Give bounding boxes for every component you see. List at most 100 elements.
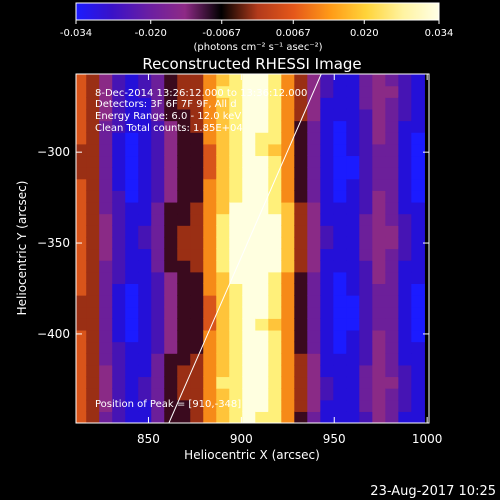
heatmap-cell [307, 318, 321, 331]
heatmap-cell [99, 120, 113, 133]
x-tick-label: 850 [137, 432, 160, 446]
heatmap-cell [151, 411, 165, 423]
heatmap-cell [307, 201, 321, 215]
heatmap-cell [151, 329, 165, 343]
heatmap-cell [151, 341, 165, 354]
heatmap-cell [138, 236, 152, 250]
heatmap-cell [359, 155, 373, 168]
heatmap-cell [99, 108, 113, 122]
heatmap-cell [268, 97, 282, 110]
heatmap-cell [99, 132, 113, 145]
heatmap-cell [320, 306, 334, 319]
heatmap-cell [281, 295, 295, 308]
heatmap-cell [372, 411, 386, 423]
heatmap-cell [216, 225, 230, 238]
heatmap-cell [99, 399, 113, 412]
colorbar-tick-label: -0.0067 [202, 28, 241, 39]
heatmap-cell [294, 341, 308, 354]
heatmap-cell [76, 155, 87, 168]
heatmap-cell [216, 306, 230, 319]
heatmap-cell [99, 155, 113, 168]
heatmap-cell [268, 108, 282, 122]
heatmap-cell [398, 283, 412, 296]
heatmap-cell [372, 341, 386, 354]
heatmap-cell [320, 85, 334, 98]
heatmap-cell [320, 353, 334, 366]
heatmap-cell [385, 283, 399, 296]
heatmap-cell [99, 201, 113, 215]
heatmap-cell [398, 143, 412, 157]
heatmap-cell [112, 283, 126, 296]
heatmap-cell [268, 132, 282, 145]
heatmap-cell [76, 97, 87, 110]
x-axis-label: Heliocentric X (arcsec) [184, 448, 320, 462]
heatmap-cell [76, 248, 87, 261]
heatmap-cell [242, 108, 256, 122]
heatmap-cell [229, 353, 243, 366]
annotation-time: 8-Dec-2014 13:26:12.000 to 13:36:12.000 [95, 88, 307, 99]
heatmap-cell [385, 306, 399, 319]
heatmap-cell [294, 283, 308, 296]
heatmap-cell [99, 143, 113, 157]
heatmap-cell [112, 399, 126, 412]
heatmap-cell [333, 225, 347, 238]
heatmap-cell [138, 353, 152, 366]
heatmap-cell [372, 213, 386, 226]
heatmap-cell [151, 167, 165, 180]
heatmap-cell [164, 283, 178, 296]
heatmap-cell [151, 388, 165, 401]
heatmap-cell [411, 201, 425, 215]
heatmap-cell [112, 364, 126, 378]
heatmap-cell [320, 178, 334, 191]
heatmap-cell [125, 283, 139, 296]
heatmap-cell [372, 167, 386, 180]
heatmap-cell [333, 341, 347, 354]
heatmap-cell [411, 236, 425, 250]
heatmap-cell [216, 271, 230, 284]
heatmap-cell [164, 132, 178, 145]
heatmap-cell [307, 411, 321, 423]
heatmap-cell [411, 388, 425, 401]
heatmap-cell [255, 178, 269, 191]
heatmap-cell [294, 85, 308, 98]
heatmap-cell [281, 353, 295, 366]
heatmap-cell [242, 353, 256, 366]
heatmap-cell [112, 178, 126, 191]
heatmap-cell [294, 143, 308, 157]
heatmap-cell [125, 213, 139, 226]
heatmap-cell [320, 201, 334, 215]
heatmap-cell [346, 353, 360, 366]
heatmap-cell [216, 399, 230, 412]
heatmap-cell [99, 190, 113, 203]
heatmap-cell [346, 306, 360, 319]
heatmap-cell [346, 167, 360, 180]
heatmap-cell [411, 178, 425, 191]
heatmap-cell [151, 295, 165, 308]
heatmap-cell [151, 236, 165, 250]
heatmap-cell [203, 329, 217, 343]
heatmap-cell [190, 283, 204, 296]
heatmap-cell [294, 353, 308, 366]
heatmap-cell [255, 364, 269, 378]
heatmap-cell [112, 167, 126, 180]
heatmap-cell [99, 376, 113, 389]
heatmap-cell [99, 364, 113, 378]
heatmap-cell [255, 283, 269, 296]
heatmap-cell [255, 143, 269, 157]
heatmap-cell [76, 376, 87, 389]
heatmap-cell [164, 329, 178, 343]
heatmap-cell [359, 376, 373, 389]
heatmap-cell [333, 178, 347, 191]
heatmap-cell [86, 225, 100, 238]
heatmap-cell [125, 411, 139, 423]
heatmap-cell [177, 225, 191, 238]
heatmap-cell [411, 399, 425, 412]
heatmap-cell [372, 132, 386, 145]
colorbar-tick-label: -0.034 [60, 28, 92, 39]
heatmap-cell [76, 85, 87, 98]
heatmap-cell [164, 260, 178, 273]
heatmap-cell [268, 399, 282, 412]
heatmap-cell [268, 120, 282, 133]
heatmap-cell [125, 155, 139, 168]
heatmap-cell [76, 283, 87, 296]
